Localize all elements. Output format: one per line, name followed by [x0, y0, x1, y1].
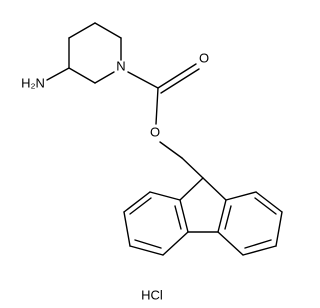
carbonyl-oxygen-label: O [199, 50, 209, 65]
structure-diagram: H₂N N O O HCl [21, 22, 283, 302]
ester-oxygen-label: O [150, 124, 160, 139]
amine-label: H₂N [21, 75, 45, 90]
bonds [46, 22, 283, 256]
nitrogen-label: N [116, 58, 125, 73]
salt-label: HCl [141, 287, 163, 302]
